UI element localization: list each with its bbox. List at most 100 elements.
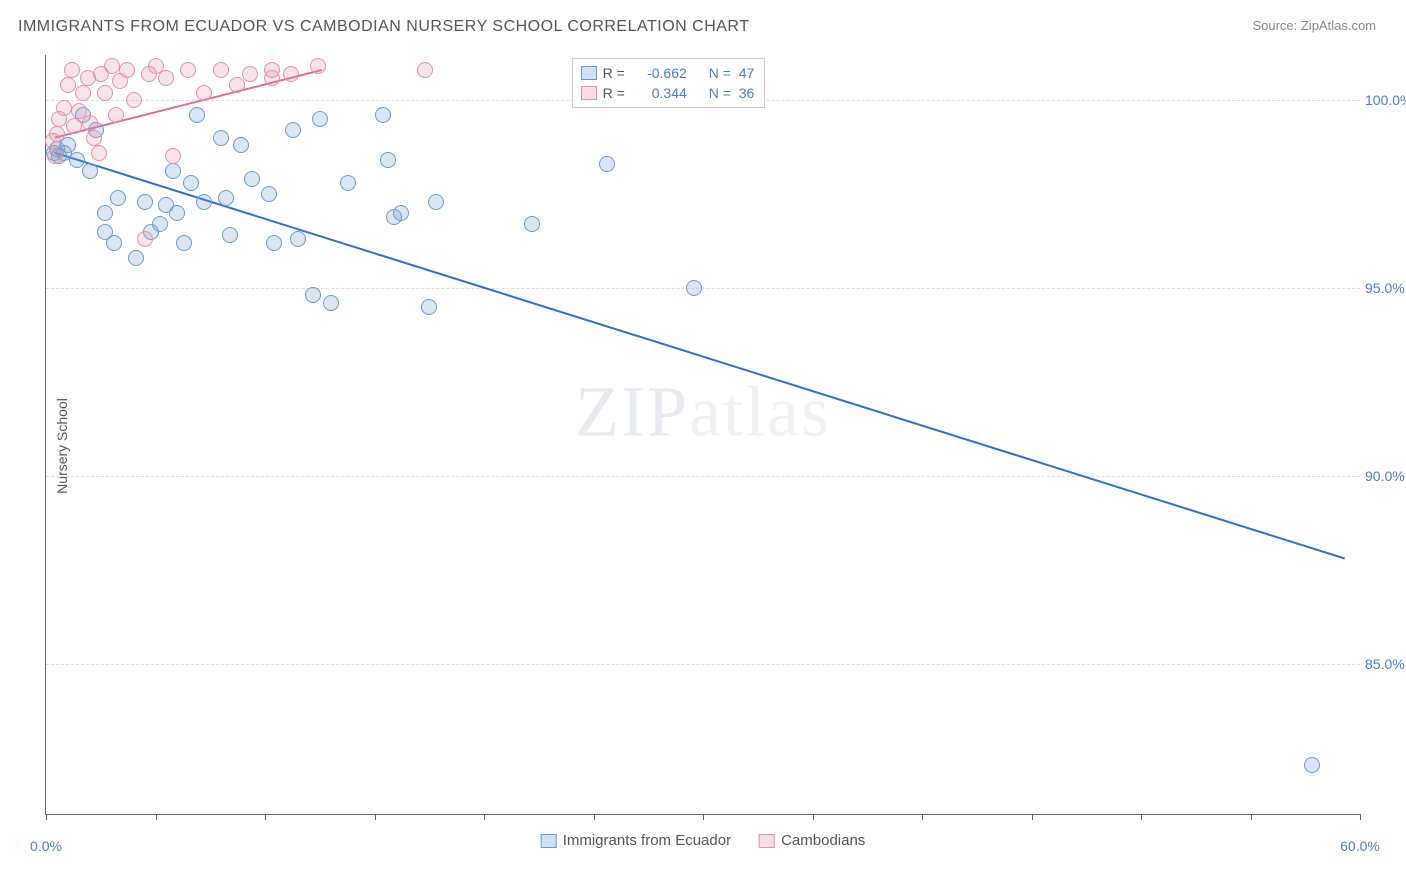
x-tick xyxy=(46,814,47,820)
data-point xyxy=(189,107,205,123)
x-tick xyxy=(1251,814,1252,820)
data-point xyxy=(242,66,258,82)
data-point xyxy=(66,118,82,134)
data-point xyxy=(285,122,301,138)
chart-svg xyxy=(46,55,1360,814)
data-point xyxy=(393,205,409,221)
x-tick xyxy=(922,814,923,820)
data-point xyxy=(266,235,282,251)
plot-area: ZIPatlas 85.0%90.0%95.0%100.0%0.0%60.0%R… xyxy=(45,55,1360,815)
data-point xyxy=(106,235,122,251)
x-tick-label: 60.0% xyxy=(1340,838,1380,854)
n-label: N = 47 xyxy=(709,63,755,83)
data-point xyxy=(264,62,280,78)
data-point xyxy=(137,231,153,247)
data-point xyxy=(152,216,168,232)
data-point xyxy=(104,58,120,74)
trend-line xyxy=(55,153,1345,559)
x-tick-label: 0.0% xyxy=(30,838,62,854)
data-point xyxy=(110,190,126,206)
data-point xyxy=(108,107,124,123)
data-point xyxy=(165,148,181,164)
data-point xyxy=(1304,757,1320,773)
n-label: N = 36 xyxy=(709,83,755,103)
data-point xyxy=(69,152,85,168)
legend-label: Immigrants from Ecuador xyxy=(563,832,731,849)
x-tick xyxy=(1141,814,1142,820)
legend-label: Cambodians xyxy=(781,832,865,849)
r-value: 0.344 xyxy=(635,83,687,103)
data-point xyxy=(686,280,702,296)
data-point xyxy=(75,85,91,101)
stats-legend: R = -0.662 N = 47 R = 0.344 N = 36 xyxy=(572,58,766,108)
data-point xyxy=(86,130,102,146)
data-point xyxy=(233,137,249,153)
data-point xyxy=(218,190,234,206)
data-point xyxy=(213,62,229,78)
data-point xyxy=(380,152,396,168)
x-tick xyxy=(1032,814,1033,820)
legend-swatch xyxy=(541,834,557,848)
y-tick-label: 100.0% xyxy=(1365,92,1406,108)
r-value: -0.662 xyxy=(635,63,687,83)
y-tick-label: 90.0% xyxy=(1365,468,1406,484)
legend-swatch xyxy=(581,66,597,80)
data-point xyxy=(82,163,98,179)
data-point xyxy=(165,163,181,179)
x-tick xyxy=(375,814,376,820)
data-point xyxy=(82,115,98,131)
data-point xyxy=(375,107,391,123)
data-point xyxy=(126,92,142,108)
data-point xyxy=(97,85,113,101)
data-point xyxy=(196,85,212,101)
r-label: R = xyxy=(603,83,625,103)
data-point xyxy=(169,205,185,221)
data-point xyxy=(180,62,196,78)
x-tick xyxy=(703,814,704,820)
data-point xyxy=(229,77,245,93)
data-point xyxy=(47,148,63,164)
data-point xyxy=(305,287,321,303)
data-point xyxy=(323,295,339,311)
stats-legend-row: R = 0.344 N = 36 xyxy=(581,83,755,103)
legend-swatch xyxy=(581,86,597,100)
data-point xyxy=(599,156,615,172)
data-point xyxy=(222,227,238,243)
series-legend: Immigrants from Ecuador Cambodians xyxy=(541,832,866,849)
series-legend-item: Cambodians xyxy=(759,832,865,849)
y-tick-label: 85.0% xyxy=(1365,656,1406,672)
data-point xyxy=(244,171,260,187)
data-point xyxy=(213,130,229,146)
data-point xyxy=(421,299,437,315)
r-label: R = xyxy=(603,63,625,83)
data-point xyxy=(64,62,80,78)
data-point xyxy=(196,194,212,210)
data-point xyxy=(176,235,192,251)
data-point xyxy=(60,77,76,93)
data-point xyxy=(417,62,433,78)
x-tick xyxy=(1360,814,1361,820)
data-point xyxy=(128,250,144,266)
x-tick xyxy=(484,814,485,820)
data-point xyxy=(97,205,113,221)
data-point xyxy=(310,58,326,74)
data-point xyxy=(290,231,306,247)
data-point xyxy=(137,194,153,210)
x-tick xyxy=(594,814,595,820)
stats-legend-row: R = -0.662 N = 47 xyxy=(581,63,755,83)
data-point xyxy=(340,175,356,191)
x-tick xyxy=(813,814,814,820)
data-point xyxy=(56,100,72,116)
data-point xyxy=(158,70,174,86)
x-tick xyxy=(265,814,266,820)
data-point xyxy=(261,186,277,202)
data-point xyxy=(49,126,65,142)
data-point xyxy=(91,145,107,161)
data-point xyxy=(283,66,299,82)
data-point xyxy=(524,216,540,232)
data-point xyxy=(119,62,135,78)
series-legend-item: Immigrants from Ecuador xyxy=(541,832,731,849)
chart-title: IMMIGRANTS FROM ECUADOR VS CAMBODIAN NUR… xyxy=(18,18,749,36)
legend-swatch xyxy=(759,834,775,848)
data-point xyxy=(183,175,199,191)
